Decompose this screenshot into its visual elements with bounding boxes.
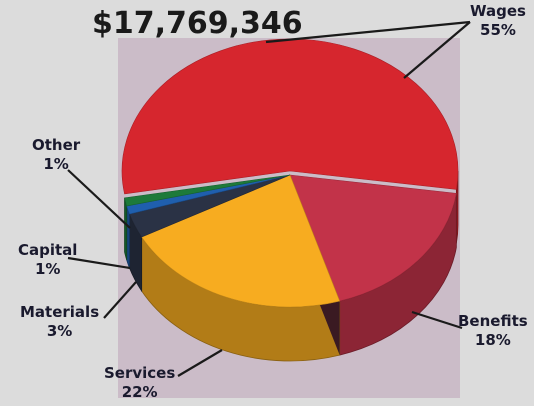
label-materials: Materials 3% bbox=[20, 303, 99, 341]
slice-other bbox=[124, 174, 291, 207]
label-benefits: Benefits 18% bbox=[458, 312, 528, 350]
label-services: Services 22% bbox=[104, 364, 175, 402]
label-capital: Capital 1% bbox=[18, 241, 77, 279]
label-other-name: Other bbox=[32, 136, 81, 154]
label-other: Other 1% bbox=[32, 136, 80, 174]
leader-other bbox=[67, 169, 131, 229]
leader-capital bbox=[67, 256, 131, 270]
label-benefits-pct: 18% bbox=[474, 331, 511, 349]
slice-side-other bbox=[124, 197, 128, 261]
leader-services bbox=[177, 349, 223, 377]
label-materials-name: Materials bbox=[20, 303, 100, 321]
leader-materials bbox=[103, 281, 137, 319]
total-amount-label: $17,769,346 bbox=[92, 6, 303, 41]
leader-benefits bbox=[411, 310, 463, 330]
label-benefits-name: Benefits bbox=[458, 312, 528, 330]
slice-benefits bbox=[289, 174, 457, 302]
label-services-name: Services bbox=[104, 364, 176, 382]
label-wages: Wages 55% bbox=[470, 2, 526, 40]
slice-side-capital bbox=[126, 205, 130, 269]
leader-wages bbox=[403, 21, 471, 79]
slice-services bbox=[141, 174, 341, 308]
label-wages-name: Wages bbox=[470, 2, 526, 20]
label-other-pct: 1% bbox=[43, 155, 69, 173]
label-services-pct: 22% bbox=[121, 383, 158, 401]
leader-total bbox=[265, 20, 471, 44]
label-capital-name: Capital bbox=[18, 241, 78, 259]
label-materials-pct: 3% bbox=[46, 322, 73, 340]
label-capital-pct: 1% bbox=[34, 260, 61, 278]
label-wages-pct: 55% bbox=[480, 21, 516, 39]
